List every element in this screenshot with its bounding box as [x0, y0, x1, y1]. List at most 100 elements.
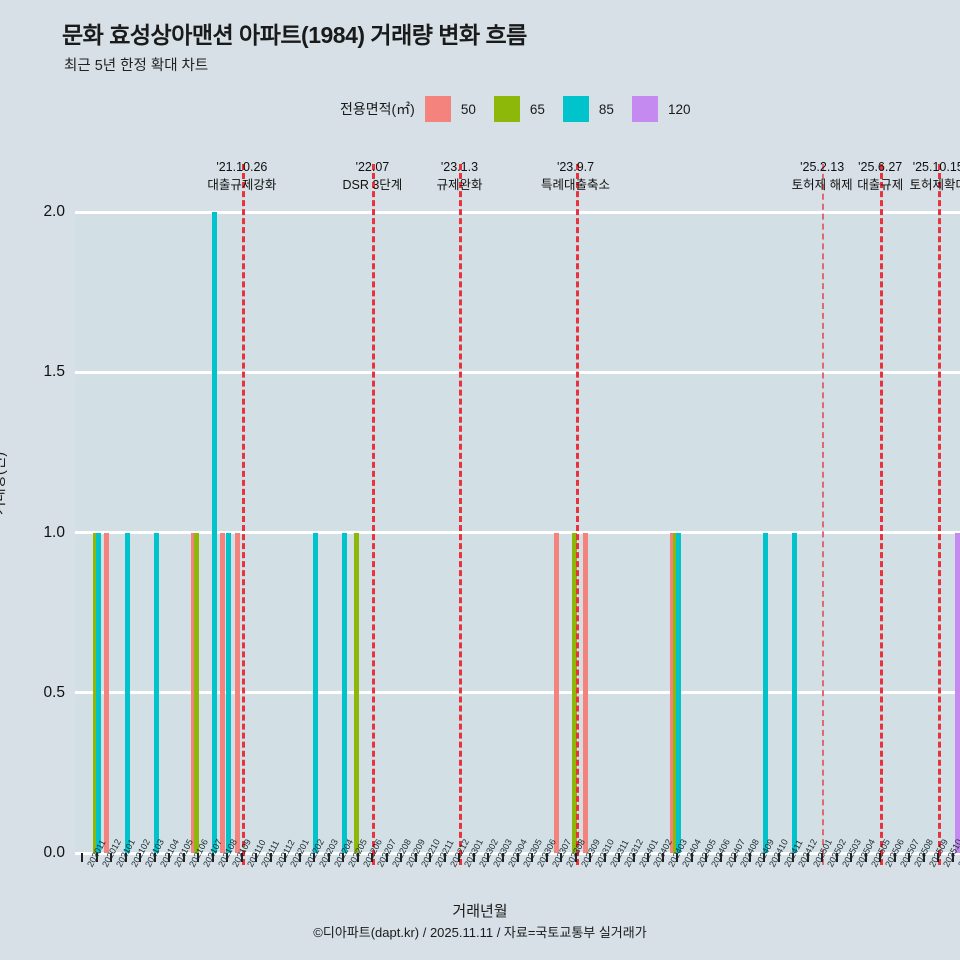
bar[interactable] — [95, 532, 101, 853]
bar[interactable] — [211, 212, 217, 853]
x-tick — [661, 853, 664, 862]
x-tick — [124, 853, 127, 862]
event-annotation-text: 규제완화 — [436, 178, 483, 193]
x-tick — [763, 853, 766, 862]
x-tick — [240, 853, 243, 862]
x-tick — [618, 853, 621, 862]
page-title: 문화 효성상아맨션 아파트(1984) 거래량 변화 흐름 — [62, 22, 527, 48]
x-tick — [719, 853, 722, 862]
bar[interactable] — [153, 532, 159, 853]
event-marker-line — [372, 164, 376, 865]
x-tick — [516, 853, 519, 862]
x-tick — [211, 853, 214, 862]
x-tick — [821, 853, 824, 862]
bar[interactable] — [763, 532, 769, 853]
x-tick — [647, 853, 650, 862]
event-annotation: '25.10.15 토허제확대 — [909, 158, 960, 194]
x-tick — [893, 853, 896, 862]
x-tick — [777, 853, 780, 862]
x-tick — [327, 853, 330, 862]
x-tick — [806, 853, 809, 862]
bar[interactable] — [342, 532, 348, 853]
event-annotation-text: 특례대출축소 — [541, 178, 611, 193]
bar[interactable] — [583, 532, 589, 853]
bar[interactable] — [234, 532, 240, 853]
x-tick — [313, 853, 316, 862]
bar[interactable] — [676, 532, 682, 853]
x-tick — [545, 853, 548, 862]
x-tick — [472, 853, 475, 862]
bar[interactable] — [670, 532, 676, 853]
x-tick — [589, 853, 592, 862]
bar[interactable] — [954, 532, 960, 853]
event-marker-line — [459, 164, 463, 865]
x-tick — [908, 853, 911, 862]
event-annotation-text: 토허제확대 — [909, 178, 960, 193]
x-tick — [734, 853, 737, 862]
x-axis-label: 거래년월 — [452, 903, 508, 920]
legend-label: 50 — [460, 101, 476, 117]
event-annotation-date: '23.9.7 — [556, 160, 595, 174]
event-annotation: '23.1.3 규제완화 — [436, 158, 482, 194]
legend-item[interactable]: 50 — [424, 96, 490, 122]
bar[interactable] — [92, 532, 98, 853]
y-tick-label: 1.5 — [43, 363, 65, 381]
x-tick — [269, 853, 272, 862]
x-tick — [168, 853, 171, 862]
legend-label: 85 — [598, 101, 614, 117]
event-marker-line — [241, 164, 245, 865]
event-annotation-date: '21.10.26 — [216, 160, 268, 174]
x-tick — [458, 853, 461, 862]
x-tick — [110, 853, 113, 862]
x-tick — [501, 853, 504, 862]
bar[interactable] — [226, 532, 232, 853]
legend-item[interactable]: 65 — [493, 96, 559, 122]
x-tick — [676, 853, 679, 862]
bar[interactable] — [124, 532, 130, 853]
y-tick-label: 0.0 — [43, 844, 65, 861]
event-annotation: '22.07 DSR 3단계 — [342, 158, 402, 194]
x-tick — [792, 853, 795, 862]
event-marker-line — [822, 164, 825, 865]
x-tick — [443, 853, 446, 862]
x-tick — [385, 853, 388, 862]
bar[interactable] — [353, 532, 359, 853]
bar[interactable] — [313, 532, 319, 853]
bar[interactable] — [792, 532, 798, 853]
bar[interactable] — [191, 532, 197, 853]
gridline — [75, 370, 960, 374]
event-annotation-date: '25.2.13 — [800, 160, 845, 174]
x-tick — [197, 853, 200, 862]
bar[interactable] — [571, 532, 577, 853]
event-marker-line — [938, 164, 942, 865]
bar[interactable] — [673, 532, 679, 853]
event-marker-line — [880, 164, 884, 865]
x-tick — [690, 853, 693, 862]
legend-label: 65 — [529, 101, 545, 117]
event-annotation-date: '25.10.15 — [912, 160, 960, 174]
bar[interactable] — [220, 532, 226, 853]
x-tick — [531, 853, 533, 862]
event-marker-line — [575, 164, 579, 865]
event-annotation-text: 대출규제 — [857, 178, 904, 193]
x-tick — [255, 853, 258, 862]
legend-label: 120 — [667, 101, 691, 117]
x-tick — [81, 853, 84, 862]
legend-item[interactable]: 120 — [631, 96, 705, 122]
x-tick — [603, 853, 606, 862]
x-tick — [850, 853, 853, 862]
legend-item[interactable]: 85 — [562, 96, 628, 122]
event-annotation-text: DSR 3단계 — [342, 178, 403, 193]
gridline — [75, 531, 960, 534]
x-tick — [937, 853, 940, 862]
y-axis-label: 거래량(건) — [0, 451, 8, 515]
x-axis-ticks — [75, 853, 960, 863]
bar[interactable] — [554, 532, 560, 853]
x-tick — [951, 853, 954, 862]
footer-credit: ©디아파트(dapt.kr) / 2025.11.11 / 자료=국토교통부 실… — [313, 925, 647, 940]
x-tick — [356, 853, 359, 862]
x-tick — [153, 853, 156, 862]
event-annotation: '25.6.27 대출규제 — [857, 158, 903, 194]
bar[interactable] — [194, 532, 200, 853]
bar[interactable] — [104, 532, 110, 853]
